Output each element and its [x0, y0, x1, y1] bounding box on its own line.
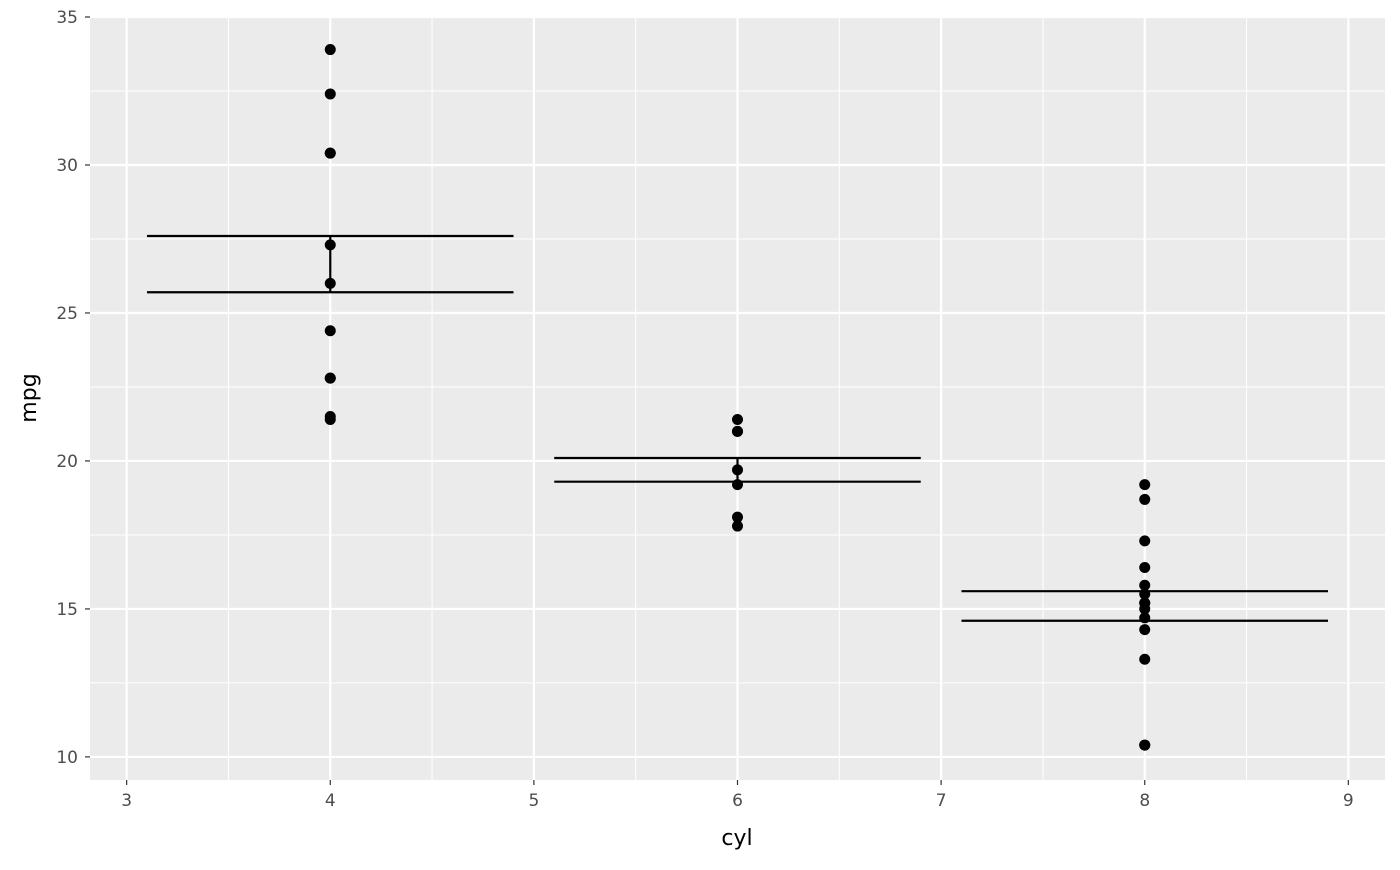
point [324, 372, 336, 384]
point [732, 520, 743, 532]
x-tick-label: 6 [732, 791, 743, 811]
x-tick-label: 4 [325, 791, 336, 811]
point [1139, 739, 1151, 751]
point [1139, 653, 1151, 665]
point [1139, 624, 1151, 636]
point [1139, 493, 1151, 505]
marks [147, 44, 1328, 751]
point [1139, 561, 1151, 573]
point [324, 88, 336, 100]
point [1139, 579, 1151, 591]
y-tick-label: 25 [56, 304, 78, 324]
y-tick-label: 20 [56, 452, 78, 472]
x-tick-label: 9 [1343, 791, 1354, 811]
point [324, 147, 336, 159]
point [732, 414, 743, 426]
grid [90, 15, 1385, 780]
point [324, 414, 336, 426]
point [1139, 479, 1151, 491]
y-axis-title: mpg [17, 373, 42, 422]
x-tick-label: 8 [1139, 791, 1150, 811]
point [1139, 535, 1151, 547]
y-tick-label: 15 [56, 600, 78, 620]
point [324, 44, 336, 56]
x-tick-label: 3 [121, 791, 132, 811]
point [732, 425, 743, 437]
point [732, 511, 743, 523]
y-tick-label: 35 [56, 8, 78, 28]
y-tick-label: 30 [56, 156, 78, 176]
x-tick-label: 7 [936, 791, 947, 811]
y-tick-label: 10 [56, 748, 78, 768]
x-axis-title: cyl [721, 826, 752, 851]
point [324, 325, 336, 337]
x-tick-label: 5 [528, 791, 539, 811]
